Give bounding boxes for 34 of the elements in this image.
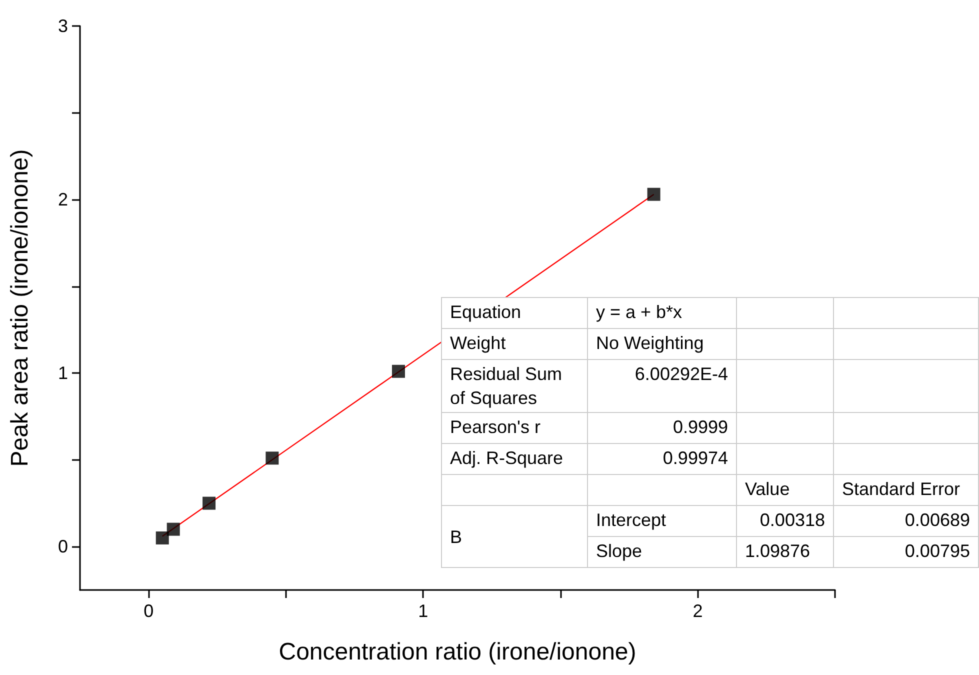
annotation: y = a + b*x — [588, 298, 736, 328]
y-tick-label: 2 — [58, 190, 68, 210]
x-tick-label: 2 — [692, 601, 703, 621]
text: Standard Error — [834, 474, 978, 506]
annotation: Pearson's r — [442, 412, 588, 444]
annotation: 0.00318 — [736, 506, 834, 536]
x-tick-label: 1 — [418, 601, 428, 621]
annotation: Adj. R-Square — [442, 444, 588, 474]
point — [392, 364, 405, 378]
annotation: Value — [736, 474, 834, 506]
annotation: 0.9999 — [588, 412, 736, 444]
annotation: Weight — [442, 328, 588, 360]
y-axis-title: Peak area ratio (irone/ionone) — [6, 149, 34, 467]
point — [647, 188, 660, 201]
annotation: No Weighting — [588, 328, 736, 360]
annotation: 6.00292E-4 — [588, 360, 736, 412]
point — [266, 452, 279, 465]
y-tick-label: 0 — [58, 536, 68, 557]
annotation: Equation — [442, 298, 588, 328]
annotation: B — [442, 506, 588, 568]
annotation: Residual Sum of Squares — [442, 360, 588, 412]
annotation: 1.09876 — [736, 536, 834, 568]
point — [166, 522, 180, 536]
point — [156, 531, 169, 544]
y-tick-label: 1 — [58, 363, 68, 384]
annotation: Intercept — [588, 506, 736, 536]
point — [202, 496, 216, 510]
annotation: Slope — [588, 536, 736, 568]
x-tick-label: 0 — [144, 601, 154, 621]
annotation: 0.99974 — [588, 444, 736, 474]
text: 0.00795 — [834, 536, 978, 568]
x-axis-title: Concentration ratio (irone/ionone) — [278, 638, 636, 666]
text: 0.00689 — [834, 506, 978, 536]
y-tick-label: 3 — [58, 16, 68, 36]
